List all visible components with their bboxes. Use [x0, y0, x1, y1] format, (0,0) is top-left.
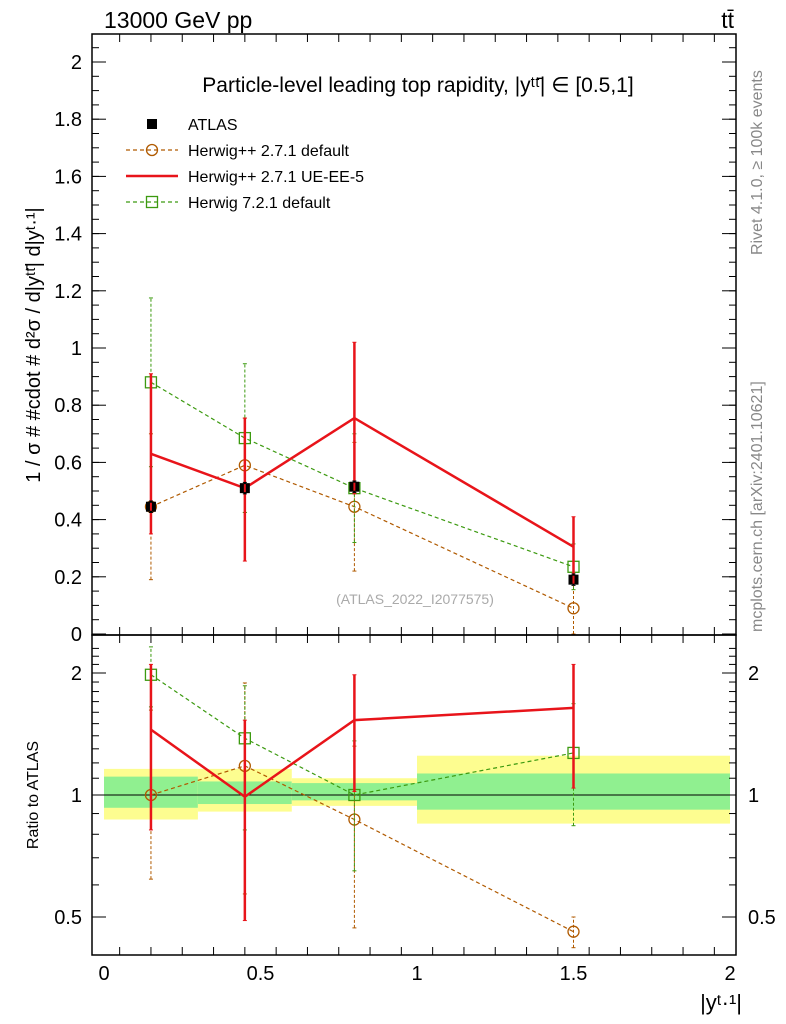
x-tick-label: 0: [98, 963, 109, 985]
herwig-7-2-1-default-line: [150, 381, 574, 568]
herwigpp-2-7-1-default-line: [150, 464, 574, 609]
ratio-panel: 0.5 0.5 1 1 2 2 0 0.5 1 1.5 2: [54, 634, 776, 985]
mcplots-label: mcplots.cern.ch [arXiv:2401.10621]: [749, 381, 766, 632]
legend-marker: [145, 143, 159, 157]
legend-label: ATLAS: [188, 117, 238, 134]
x-tick-label: 0.5: [247, 963, 275, 985]
legend-entry-herwig-7-2-1-default: Herwig 7.2.1 default: [126, 195, 331, 212]
main-y-tick-label: 1.4: [54, 224, 82, 246]
ratio-series-herwigpp-2-7-1-ue-ee-5: [148, 663, 576, 922]
main-panel: 0 0.2 0.4 0.6 0.8 1 1.2 1.4 1.6 1.8 2 (ATLAS_2022_…: [54, 33, 737, 646]
main-y-tick-label: 1: [71, 338, 82, 360]
legend-entry-herwigpp-2-7-1-ue-ee-5: Herwig++ 2.7.1 UE-EE-5: [126, 169, 364, 186]
ratio-y-tick-label-right: 1: [748, 785, 759, 807]
legend-label: Herwig++ 2.7.1 default: [188, 143, 350, 160]
rivet-version-label: Rivet 4.1.0, ≥ 100k events: [749, 70, 766, 255]
legend-entry-herwigpp-2-7-1-default: Herwig++ 2.7.1 default: [126, 143, 350, 160]
main-y-tick-label: 0: [71, 624, 82, 646]
main-y-tick-label: 1.6: [54, 166, 82, 188]
ratio-y-tick-label: 1: [71, 785, 82, 807]
legend-marker: [145, 195, 159, 209]
main-y-tick-label: 0.6: [54, 452, 82, 474]
x-tick-label: 1.5: [560, 963, 588, 985]
series-atlas: [145, 480, 579, 586]
herwigpp-2-7-1-default-ratio-line: [150, 765, 574, 933]
ratio-y-tick-label-right: 2: [748, 663, 759, 685]
main-y-tick-label: 1.2: [54, 281, 82, 303]
series-herwig-7-2-1-default: [144, 297, 580, 591]
x-axis-label: |yᵗ·¹|: [700, 990, 742, 1015]
main-y-tick-label: 0.4: [54, 510, 82, 532]
herwigpp-2-7-1-default-ratio-marker: [567, 925, 580, 938]
process-label: tt̄: [721, 7, 734, 33]
x-tick-label: 2: [724, 963, 735, 985]
lower-y-axis-label: Ratio to ATLAS: [25, 741, 42, 849]
legend-label: Herwig++ 2.7.1 UE-EE-5: [188, 169, 364, 186]
herwigpp-2-7-1-default-marker: [567, 602, 580, 615]
series-herwigpp-2-7-1-ue-ee-5: [148, 341, 576, 578]
legend-marker: [147, 119, 157, 129]
ratio-y-tick-label: 0.5: [54, 907, 82, 929]
main-y-tick-label: 0.2: [54, 567, 82, 589]
herwigpp-2-7-1-ue-ee-5-ratio-line: [150, 706, 574, 799]
x-tick-label: 1: [411, 963, 422, 985]
legend-entry-atlas: ATLAS: [147, 117, 238, 134]
upper-y-axis-label: 1 / σ # #cdot # d²σ / d|yᵗᵗ̄| d|yᵗ·¹|: [23, 207, 45, 482]
watermark: (ATLAS_2022_I2077575): [336, 591, 494, 607]
herwig-7-2-1-default-ratio-line: [150, 674, 574, 796]
legend: ATLAS Herwig++ 2.7.1 default Herwig++ 2.7.…: [126, 117, 364, 212]
main-y-tick-label: 0.8: [54, 395, 82, 417]
herwigpp-2-7-1-ue-ee-5-line: [150, 416, 575, 548]
energy-label: 13000 GeV pp: [104, 7, 252, 33]
main-y-tick-label: 1.8: [54, 109, 82, 131]
ratio-y-tick-label-right: 0.5: [748, 907, 776, 929]
plot-title: Particle-level leading top rapidity, |yᵗ…: [202, 74, 633, 97]
main-y-tick-label: 2: [71, 52, 82, 74]
legend-label: Herwig 7.2.1 default: [188, 195, 331, 212]
ratio-y-tick-label: 2: [71, 663, 82, 685]
